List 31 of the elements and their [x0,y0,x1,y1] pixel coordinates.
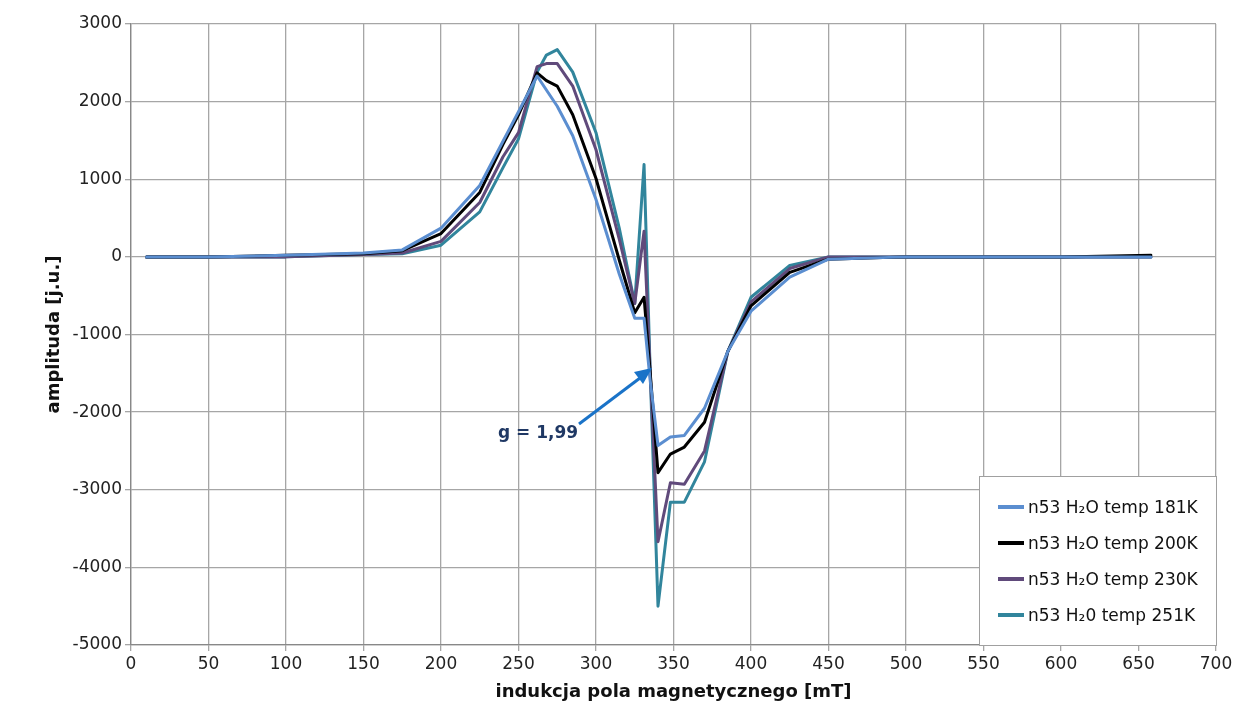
y-tick-label: -1000 [72,322,122,343]
x-tick-label: 350 [657,652,690,673]
x-tick-label: 650 [1122,652,1155,673]
y-tick-label: 1000 [78,167,122,188]
y-tick-label: -5000 [72,633,122,654]
x-tick-label: 200 [424,652,458,673]
x-tick-label: 100 [269,652,303,673]
y-tick-label: 2000 [78,90,122,111]
legend-label: n53 H₂0 temp 251K [1028,605,1196,625]
legend-label: n53 H₂O temp 181K [1028,497,1198,517]
x-tick-label: 250 [502,652,535,673]
x-tick-label: 300 [579,652,613,673]
y-tick-label: -2000 [72,400,122,421]
x-tick-label: 450 [812,652,845,673]
x-tick-label: 150 [347,652,380,673]
x-tick-label: 0 [125,652,137,673]
x-tick-label: 400 [734,652,768,673]
y-tick-label: -3000 [72,478,122,499]
x-tick-label: 50 [197,652,220,673]
y-axis-title: amplituda [j.u.] [42,255,64,414]
y-tick-label: 3000 [78,12,122,33]
x-axis-title: indukcja pola magnetycznego [mT] [495,679,852,701]
x-tick-label: 550 [967,652,1000,673]
y-tick-label: -4000 [72,555,122,576]
legend-label: n53 H₂O temp 200K [1028,533,1198,553]
y-tick-label: 0 [111,245,122,266]
x-tick-label: 500 [889,652,923,673]
annotation: g = 1,99 [498,422,579,442]
legend-label: n53 H₂O temp 230K [1028,569,1198,589]
x-tick-label: 600 [1044,652,1078,673]
x-tick-label: 700 [1199,652,1233,673]
